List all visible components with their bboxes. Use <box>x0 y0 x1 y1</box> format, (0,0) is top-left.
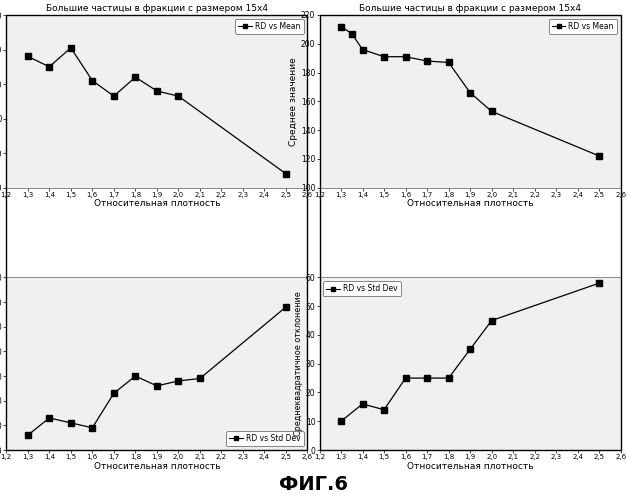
Text: ФИГ.6: ФИГ.6 <box>279 476 348 494</box>
Legend: RD vs Mean: RD vs Mean <box>235 19 303 34</box>
Y-axis label: Среднеквадратичное отклонение: Среднеквадратичное отклонение <box>294 292 303 436</box>
X-axis label: Относительная плотность: Относительная плотность <box>93 199 220 208</box>
Y-axis label: Среднее значение: Среднее значение <box>289 57 298 146</box>
X-axis label: Относительная плотность: Относительная плотность <box>407 462 534 470</box>
Title: Большие частицы в фракции с размером 15x4: Большие частицы в фракции с размером 15x… <box>359 4 581 13</box>
Legend: RD vs Std Dev: RD vs Std Dev <box>226 431 303 446</box>
X-axis label: Относительная плотность: Относительная плотность <box>407 199 534 208</box>
Title: Большие частицы в фракции с размером 15x4: Большие частицы в фракции с размером 15x… <box>46 4 268 13</box>
Legend: RD vs Mean: RD vs Mean <box>549 19 617 34</box>
X-axis label: Относительная плотность: Относительная плотность <box>93 462 220 470</box>
Legend: RD vs Std Dev: RD vs Std Dev <box>324 281 401 296</box>
